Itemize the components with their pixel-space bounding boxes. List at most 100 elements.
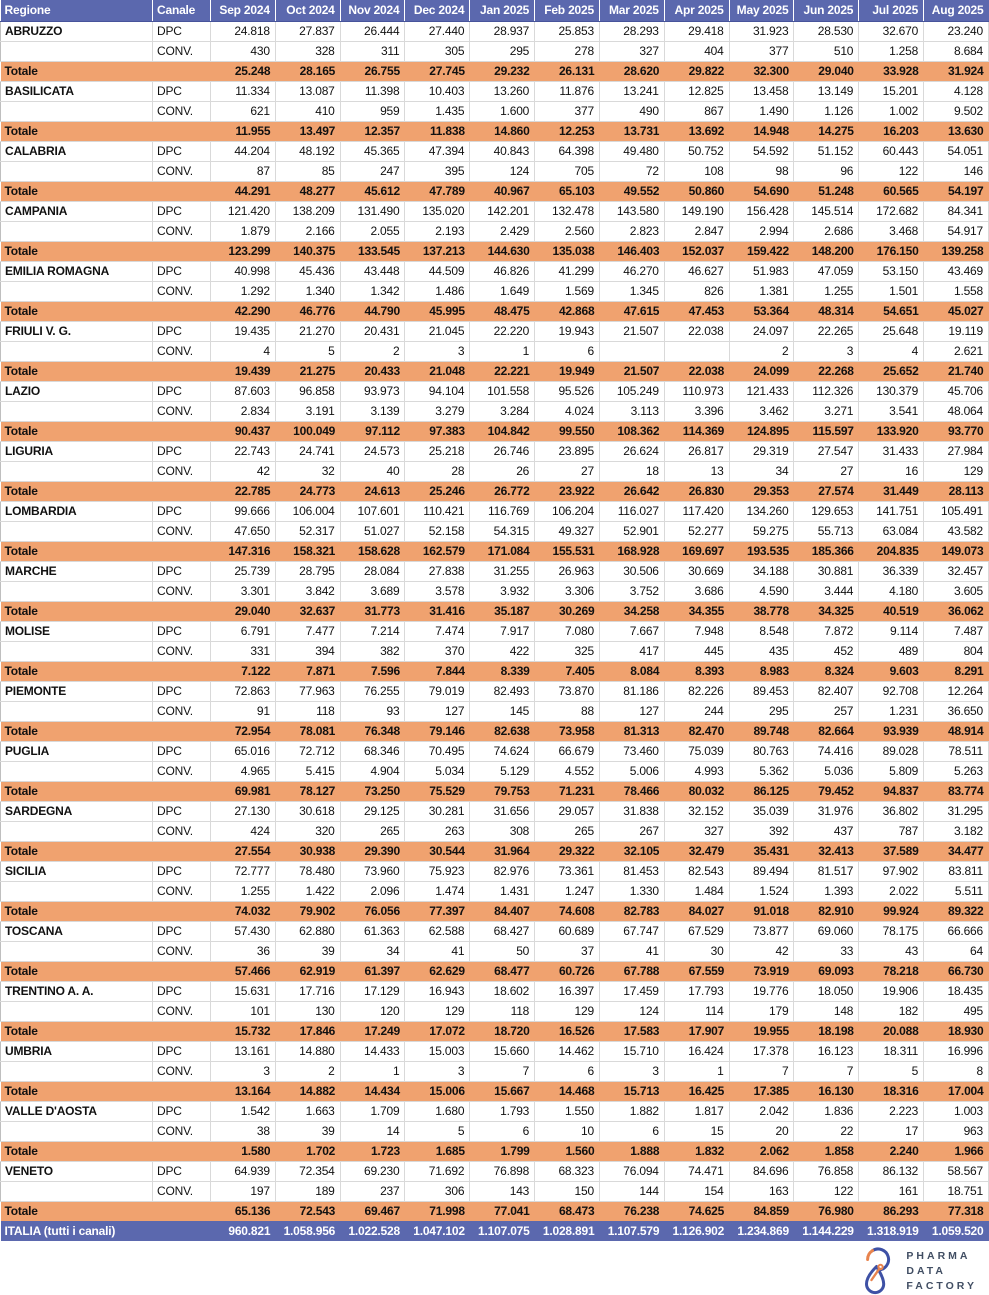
- value-cell: 3.444: [793, 580, 860, 602]
- region-totale-row: Totale 69.981 78.127 73.250 75.529 79.753 71.2…: [0, 780, 989, 801]
- value-cell: 60.689: [534, 920, 600, 942]
- channel-cell: CONV.: [152, 460, 211, 482]
- region-name-cell: BASILICATA: [0, 80, 153, 102]
- value-cell: 2.847: [663, 220, 730, 242]
- channel-cell: CONV.: [152, 340, 211, 362]
- totale-value-cell: 32.413: [793, 840, 859, 861]
- value-cell: 21.507: [598, 320, 665, 342]
- value-cell: 959: [339, 100, 406, 122]
- totale-value-cell: 60.726: [534, 960, 600, 981]
- value-cell: 435: [728, 640, 795, 662]
- value-cell: 36.802: [858, 800, 925, 822]
- totale-value-cell: 30.544: [404, 840, 470, 861]
- value-cell: 6: [534, 1060, 600, 1082]
- value-cell: 124: [469, 160, 536, 182]
- totale-value-cell: 22.221: [469, 360, 535, 381]
- region-dpc-row: MARCHE DPC 25.739 28.795 28.084 27.838 31.255 2…: [0, 560, 989, 582]
- totale-value-cell: 30.269: [534, 600, 600, 621]
- totale-value-cell: 168.928: [599, 540, 665, 561]
- value-cell: 52.317: [274, 520, 341, 542]
- value-cell: 2.022: [858, 880, 925, 902]
- region-totale-row: Totale 65.136 72.543 69.467 71.998 77.041 68.4…: [0, 1200, 989, 1221]
- value-cell: 74.471: [663, 1160, 730, 1182]
- value-cell: 3.541: [858, 400, 925, 422]
- totale-label-cell: Totale: [0, 1200, 211, 1221]
- value-cell: 87: [210, 160, 276, 182]
- region-conv-row: CONV. 36 39 34 41 50 37 41 30 42 33 43 64: [0, 940, 989, 962]
- value-cell: 72.712: [274, 740, 341, 762]
- totale-value-cell: 79.753: [469, 780, 535, 801]
- totale-value-cell: 31.416: [404, 600, 470, 621]
- region-name-empty-cell: [0, 460, 153, 482]
- totale-value-cell: 62.629: [404, 960, 470, 981]
- totale-value-cell: 135.038: [534, 240, 600, 261]
- totale-label-cell: Totale: [0, 120, 211, 141]
- header-row: Regione Canale Sep 2024 Oct 2024 Nov 2024 Dec…: [0, 0, 989, 22]
- totale-value-cell: 34.258: [599, 600, 665, 621]
- region-dpc-row: TOSCANA DPC 57.430 62.880 61.363 62.588 68.427…: [0, 920, 989, 942]
- value-cell: 1.340: [274, 280, 341, 302]
- value-cell: 116.769: [469, 500, 536, 522]
- value-cell: 73.877: [728, 920, 795, 942]
- value-cell: 142.201: [469, 200, 536, 222]
- totale-value-cell: 62.919: [275, 960, 341, 981]
- value-cell: 59.275: [728, 520, 795, 542]
- region-conv-row: CONV. 3 2 1 3 7 6 3 1 7 7 5 8: [0, 1060, 989, 1082]
- column-header-canale: Canale: [152, 0, 211, 22]
- value-cell: 3.113: [598, 400, 665, 422]
- value-cell: 4.128: [923, 80, 989, 102]
- region-name-empty-cell: [0, 160, 153, 182]
- totale-label-cell: Totale: [0, 720, 211, 741]
- value-cell: 13.241: [598, 80, 665, 102]
- value-cell: 5.511: [923, 880, 989, 902]
- value-cell: 41: [598, 940, 665, 962]
- value-cell: 27.547: [793, 440, 860, 462]
- value-cell: 91: [210, 700, 276, 722]
- value-cell: 16.424: [663, 1040, 730, 1062]
- table-header: Regione Canale Sep 2024 Oct 2024 Nov 2024 Dec…: [0, 0, 989, 22]
- channel-cell: DPC: [152, 920, 211, 942]
- totale-value-cell: 7.596: [340, 660, 405, 681]
- totale-label-cell: Totale: [0, 480, 211, 501]
- value-cell: [663, 340, 730, 362]
- value-cell: 1.247: [534, 880, 600, 902]
- value-cell: 1.882: [598, 1100, 665, 1122]
- value-cell: 4.993: [663, 760, 730, 782]
- totale-value-cell: 114.369: [664, 420, 730, 441]
- totale-value-cell: 86.293: [858, 1200, 924, 1221]
- region-totale-row: Totale 74.032 79.902 76.056 77.397 84.407 74.6…: [0, 900, 989, 921]
- value-cell: 6: [598, 1120, 665, 1142]
- totale-label-cell: Totale: [0, 240, 211, 261]
- value-cell: 489: [858, 640, 925, 662]
- value-cell: 134.260: [728, 500, 795, 522]
- value-cell: 34.188: [728, 560, 795, 582]
- value-cell: 82.407: [793, 680, 860, 702]
- totale-value-cell: 69.981: [210, 780, 276, 801]
- value-cell: 135.020: [404, 200, 471, 222]
- value-cell: 5: [858, 1060, 925, 1082]
- value-cell: 8.548: [728, 620, 795, 642]
- value-cell: 382: [339, 640, 406, 662]
- value-cell: 40.843: [469, 140, 536, 162]
- value-cell: 826: [663, 280, 730, 302]
- value-cell: 2.223: [858, 1100, 925, 1122]
- totale-value-cell: 74.608: [534, 900, 600, 921]
- totale-value-cell: 12.357: [340, 120, 405, 141]
- totale-value-cell: 47.789: [404, 180, 470, 201]
- value-cell: 2.994: [728, 220, 795, 242]
- value-cell: 58.567: [923, 1160, 989, 1182]
- value-cell: 30.618: [274, 800, 341, 822]
- value-cell: 19.906: [858, 980, 925, 1002]
- value-cell: 54.315: [469, 520, 536, 542]
- totale-value-cell: 29.353: [729, 480, 794, 501]
- totale-value-cell: 15.713: [599, 1080, 665, 1101]
- value-cell: 4: [210, 340, 276, 362]
- totale-value-cell: 144.630: [469, 240, 535, 261]
- totale-value-cell: 7.122: [210, 660, 276, 681]
- italia-value-cell: 960.821: [210, 1221, 276, 1241]
- totale-value-cell: 8.084: [599, 660, 665, 681]
- region-conv-row: CONV. 91 118 93 127 145 88 127 244 295 257 1.231 36.…: [0, 700, 989, 722]
- region-conv-row: CONV. 101 130 120 129 118 129 124 114 179 148 182 49…: [0, 1000, 989, 1022]
- channel-cell: DPC: [152, 680, 211, 702]
- region-totale-row: Totale 13.164 14.882 14.434 15.006 15.667 14.4…: [0, 1080, 989, 1101]
